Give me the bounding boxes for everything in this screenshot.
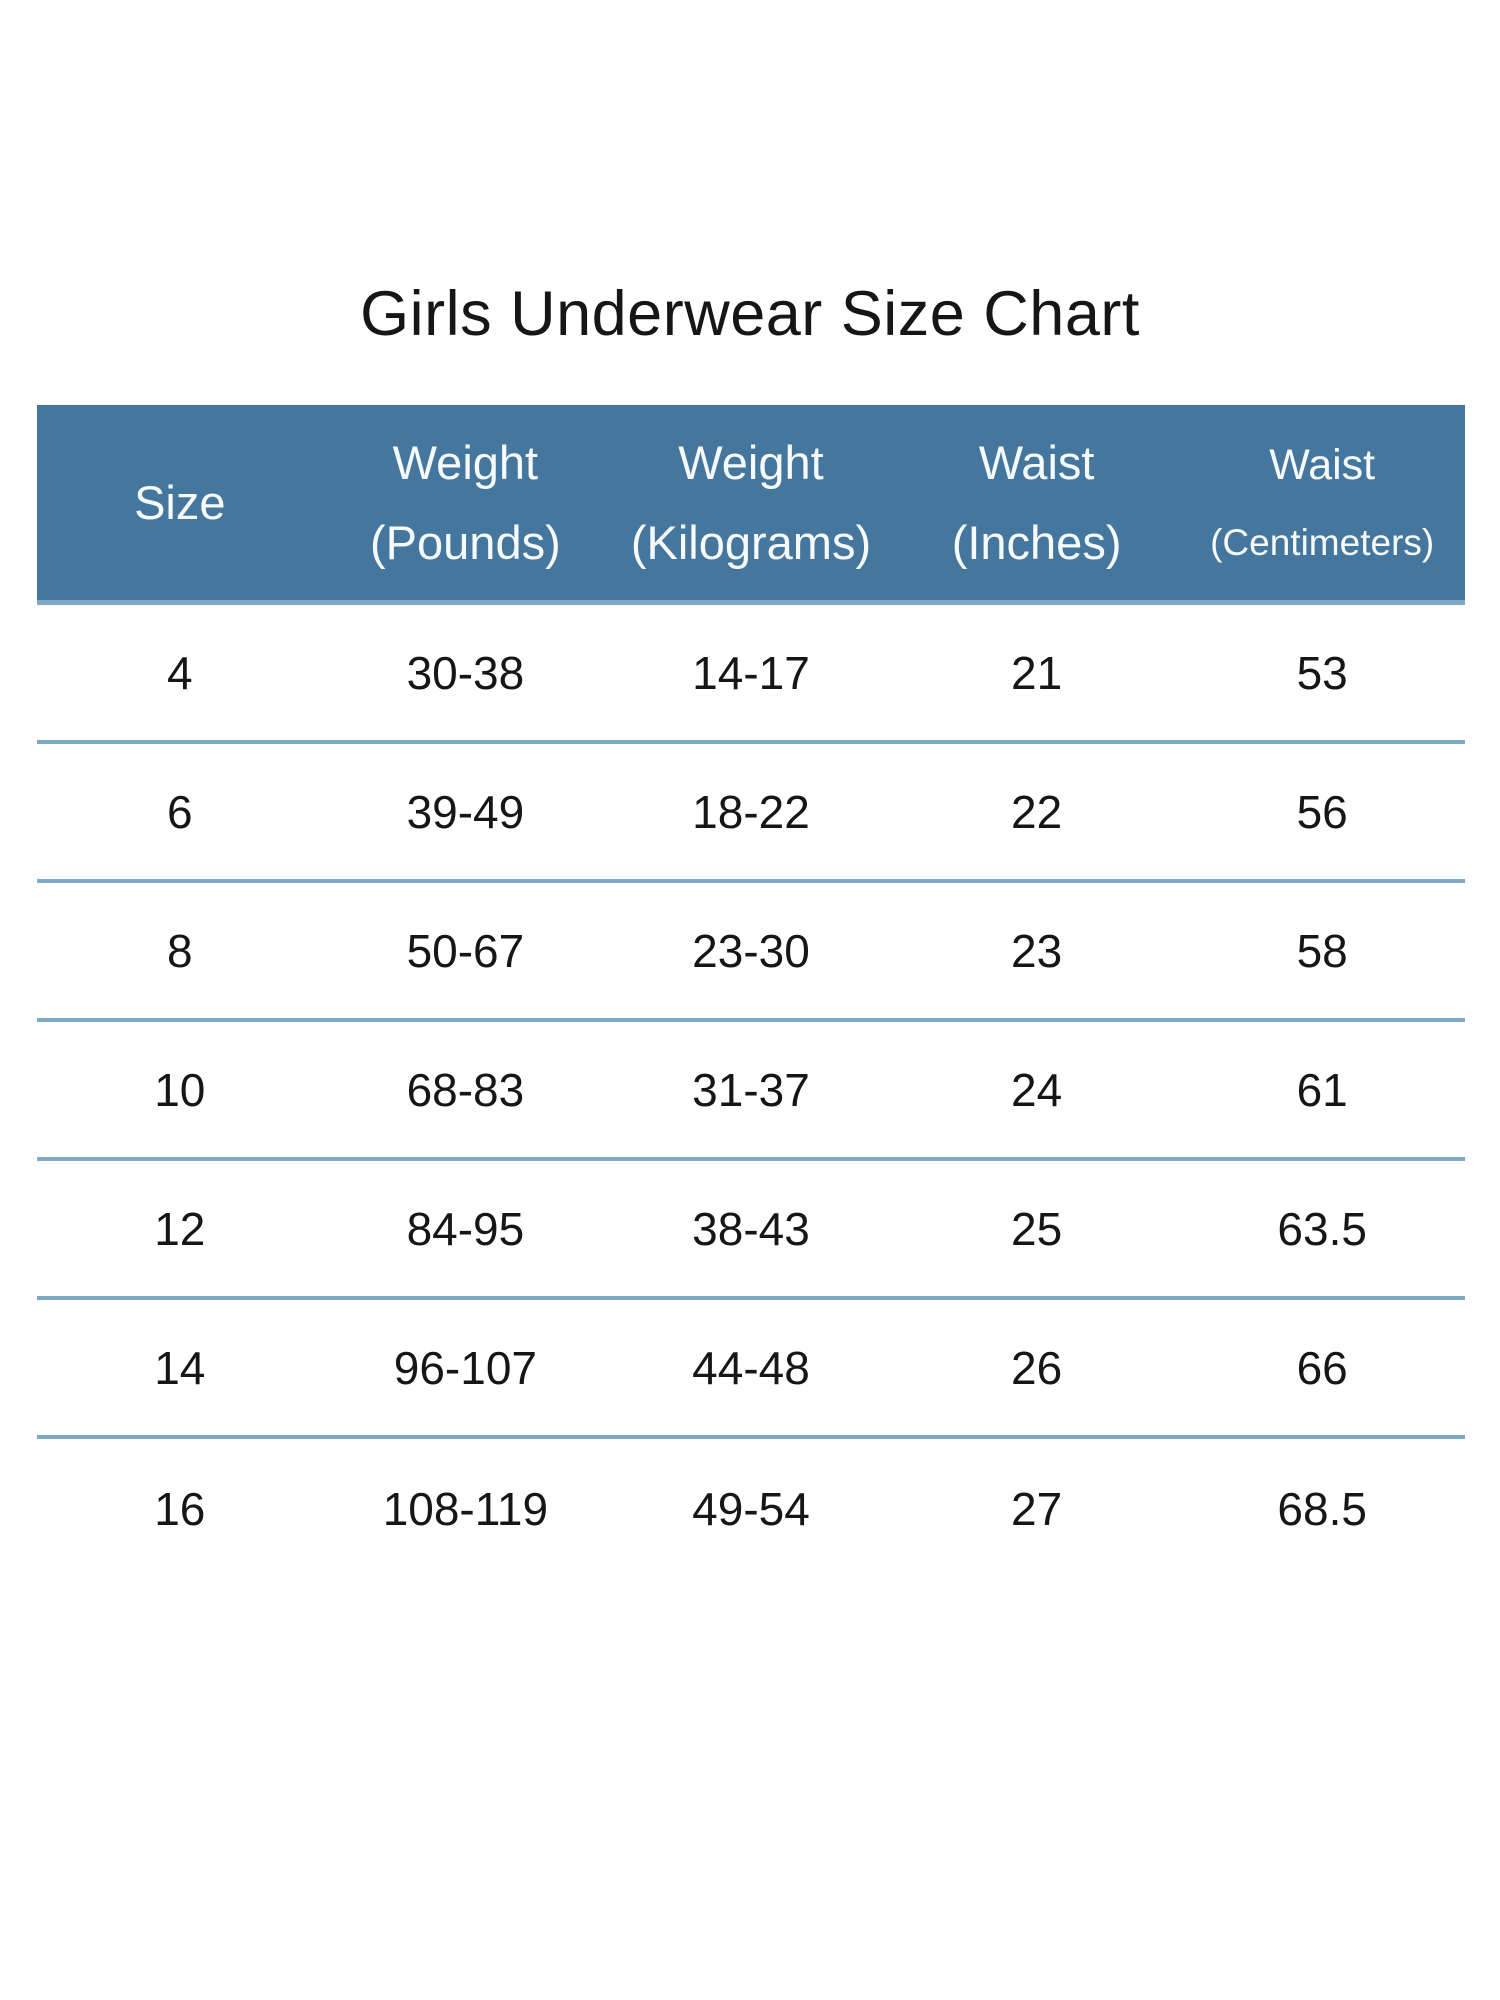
table-cell-waist-centimeters: 63.5 <box>1277 1202 1367 1255</box>
column-header-unit: (Pounds) <box>370 516 561 569</box>
column-header-label: Waist <box>978 436 1095 489</box>
table-row: 4 30-38 14-17 21 53 <box>37 605 1465 744</box>
table-cell-weight-kilograms: 31-37 <box>692 1063 810 1116</box>
table-cell-size: 4 <box>167 646 193 699</box>
column-header-label: Waist <box>1269 441 1376 489</box>
table-cell-waist-inches: 23 <box>1010 924 1063 977</box>
table-cell-weight-pounds: 50-67 <box>406 924 525 977</box>
column-header-unit: (Centimeters) <box>1210 522 1435 563</box>
column-header-unit: (Kilograms) <box>630 516 872 569</box>
table-cell-weight-kilograms: 49-54 <box>692 1482 810 1535</box>
table-cell-waist-centimeters: 56 <box>1296 785 1348 838</box>
table-cell-weight-kilograms: 23-30 <box>692 924 810 977</box>
table-cell-waist-inches: 26 <box>1010 1341 1063 1394</box>
table-cell-weight-pounds: 68-83 <box>406 1063 525 1116</box>
table-body: 4 30-38 14-17 21 53 6 39-49 18-22 22 56 … <box>37 605 1465 1578</box>
table-cell-waist-inches: 24 <box>1010 1063 1063 1116</box>
table-row: 10 68-83 31-37 24 61 <box>37 1022 1465 1161</box>
table-cell-size: 8 <box>167 924 193 977</box>
table-cell-weight-kilograms: 38-43 <box>692 1202 810 1255</box>
table-row: 8 50-67 23-30 23 58 <box>37 883 1465 1022</box>
table-cell-weight-kilograms: 44-48 <box>692 1341 810 1394</box>
size-chart-table: Size Weight (Pounds) Weight (Kilograms) … <box>37 405 1465 1578</box>
table-cell-weight-pounds: 84-95 <box>406 1202 525 1255</box>
column-header-waist-centimeters: Waist (Centimeters) <box>1179 405 1465 600</box>
column-header-weight-kilograms: Weight (Kilograms) <box>608 405 894 600</box>
table-cell-size: 10 <box>154 1063 206 1116</box>
column-header-label: Weight <box>678 436 824 489</box>
column-header-label: Weight <box>392 436 539 489</box>
table-header-row: Size Weight (Pounds) Weight (Kilograms) … <box>37 405 1465 605</box>
table-cell-size: 16 <box>154 1482 206 1535</box>
table-cell-waist-centimeters: 53 <box>1296 646 1348 699</box>
table-cell-waist-inches: 25 <box>1010 1202 1063 1255</box>
column-header-waist-inches: Waist (Inches) <box>894 405 1180 600</box>
table-cell-waist-centimeters: 66 <box>1296 1341 1348 1394</box>
table-cell-weight-pounds: 39-49 <box>406 785 525 838</box>
table-row: 6 39-49 18-22 22 56 <box>37 744 1465 883</box>
table-cell-waist-centimeters: 61 <box>1296 1063 1348 1116</box>
table-row: 14 96-107 44-48 26 66 <box>37 1300 1465 1439</box>
table-cell-waist-inches: 21 <box>1010 646 1063 699</box>
table-cell-weight-pounds: 30-38 <box>406 646 525 699</box>
table-cell-weight-pounds: 108-119 <box>382 1482 549 1535</box>
column-header-size: Size <box>37 405 323 600</box>
page-title: Girls Underwear Size Chart <box>360 279 1140 349</box>
table-cell-waist-centimeters: 58 <box>1296 924 1348 977</box>
column-header-label: Size <box>134 476 226 529</box>
table-cell-size: 12 <box>154 1202 206 1255</box>
column-header-weight-pounds: Weight (Pounds) <box>323 405 609 600</box>
table-cell-weight-pounds: 96-107 <box>393 1341 537 1394</box>
table-cell-waist-centimeters: 68.5 <box>1277 1482 1367 1535</box>
table-cell-size: 14 <box>154 1341 206 1394</box>
table-row: 12 84-95 38-43 25 63.5 <box>37 1161 1465 1300</box>
column-header-unit: (Inches) <box>951 516 1122 569</box>
table-cell-waist-inches: 22 <box>1010 785 1063 838</box>
table-row: 16 108-119 49-54 27 68.5 <box>37 1439 1465 1578</box>
table-cell-weight-kilograms: 18-22 <box>692 785 810 838</box>
table-cell-weight-kilograms: 14-17 <box>692 646 810 699</box>
table-cell-size: 6 <box>167 785 193 838</box>
table-cell-waist-inches: 27 <box>1010 1482 1063 1535</box>
